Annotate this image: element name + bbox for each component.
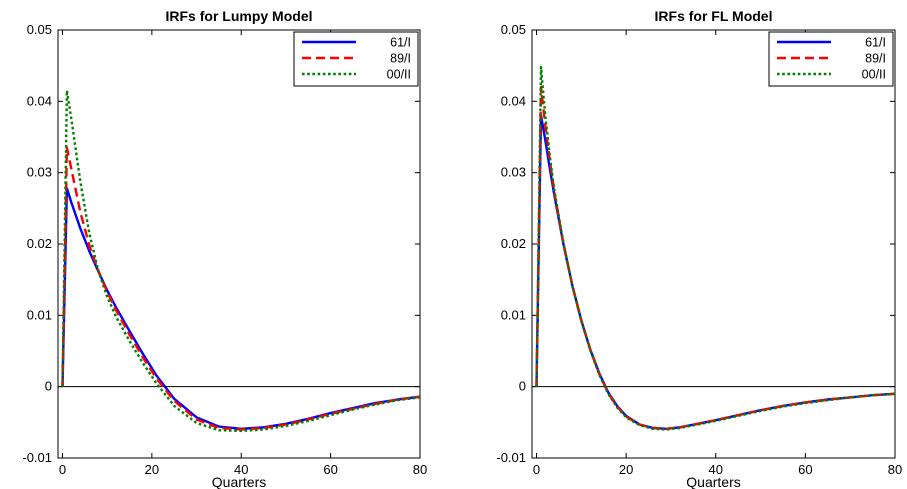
chart-title: IRFs for Lumpy Model <box>166 8 313 24</box>
y-tick-label: 0.01 <box>27 307 52 322</box>
legend: 61/I 89/I 00/II <box>293 31 419 87</box>
y-tick-label: 0.01 <box>501 307 526 322</box>
x-tick-label: 0 <box>59 462 66 477</box>
y-tick-label: 0 <box>519 379 526 394</box>
y-tick-label: 0.02 <box>27 236 52 251</box>
legend-label: 89/I <box>865 52 886 66</box>
x-tick-label: 20 <box>619 462 633 477</box>
chart-title: IRFs for FL Model <box>655 8 773 24</box>
y-tick-label: 0.05 <box>27 22 52 37</box>
y-tick-label: 0.03 <box>27 165 52 180</box>
y-tick-label: -0.01 <box>22 450 52 465</box>
y-tick-label: 0.04 <box>27 93 52 108</box>
legend-label: 61/I <box>865 36 886 50</box>
x-tick-label: 0 <box>533 462 540 477</box>
x-axis-label: Quarters <box>686 474 740 489</box>
series-line-00-ii <box>61 89 421 433</box>
plot-area <box>57 29 421 459</box>
y-tick-label: 0.05 <box>501 22 526 37</box>
x-tick-label: 40 <box>709 462 723 477</box>
y-tick-label: 0.03 <box>501 165 526 180</box>
y-tick-label: -0.01 <box>496 450 526 465</box>
x-tick-label: 40 <box>234 462 248 477</box>
x-tick-label: 80 <box>413 462 427 477</box>
x-tick-label: 20 <box>145 462 159 477</box>
legend-label: 00/II <box>387 68 411 82</box>
x-tick-label: 60 <box>323 462 337 477</box>
y-tick-label: 0.02 <box>501 236 526 251</box>
legend-label: 00/II <box>862 68 886 82</box>
legend: 61/I 89/I 00/II <box>768 31 894 87</box>
legend-label: 89/I <box>390 52 411 66</box>
x-tick-label: 80 <box>888 462 902 477</box>
x-axis-label: Quarters <box>212 474 266 489</box>
y-tick-label: 0 <box>45 379 52 394</box>
plot-area <box>531 29 896 459</box>
x-tick-label: 60 <box>798 462 812 477</box>
legend-label: 61/I <box>390 36 411 50</box>
y-tick-label: 0.04 <box>501 93 526 108</box>
chart-panel-2: IRFs for FL Model 0 20 40 60 80 -0.01 0 0.01 0.02… <box>496 8 902 489</box>
chart-panel-1: IRFs for Lumpy Model 0 20 40 60 80 -0.01 0 0.01 0… <box>22 8 427 489</box>
